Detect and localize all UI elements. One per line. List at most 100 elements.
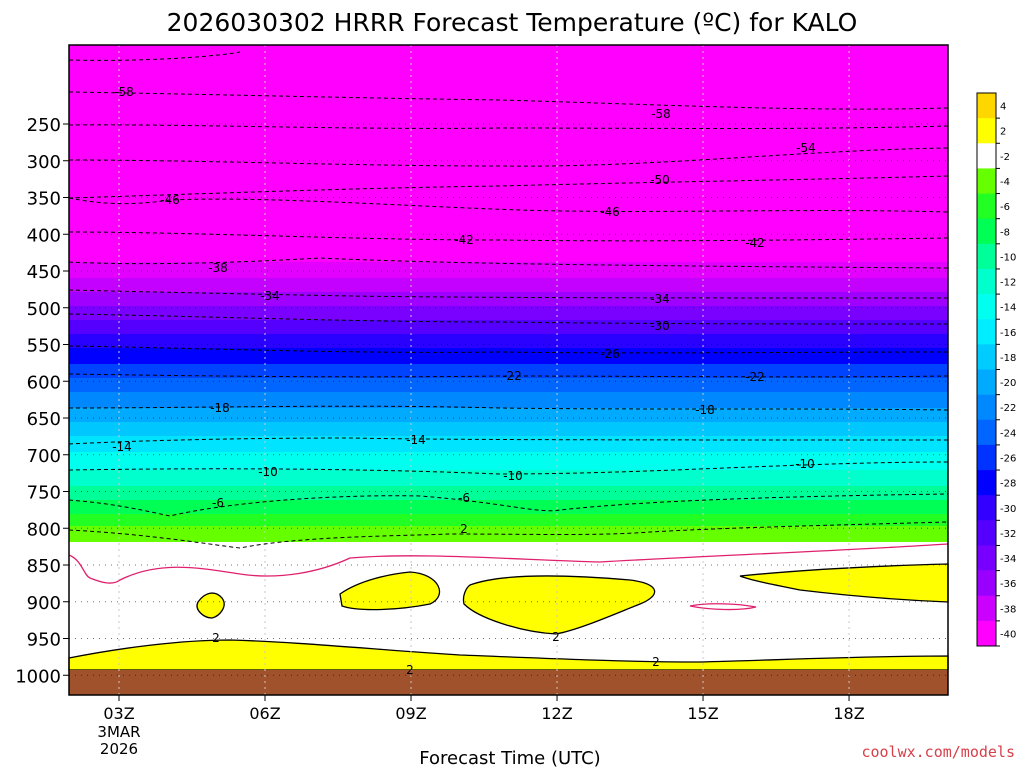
contour-label: -18 — [695, 403, 715, 417]
colorbar-label: -22 — [1000, 403, 1016, 414]
x-tick-label: 18Z — [833, 704, 864, 723]
chart-title: 2026030302 HRRR Forecast Temperature (ºC… — [167, 8, 858, 37]
isotherm-line — [68, 147, 949, 167]
y-tick-label: 850 — [27, 556, 61, 577]
temp-band — [69, 422, 948, 436]
contour-label: -22 — [502, 369, 522, 383]
temp-band — [69, 436, 948, 452]
temp-band — [69, 45, 948, 262]
contour-label: -46 — [160, 193, 180, 207]
colorbar-label: -18 — [1000, 353, 1016, 364]
temp-band — [69, 306, 948, 320]
temp-band — [69, 408, 948, 422]
x-tick-label: 12Z — [541, 704, 572, 723]
colorbar-label: -36 — [1000, 579, 1016, 590]
above-freezing-region — [339, 571, 441, 611]
y-tick-label: 550 — [27, 336, 61, 357]
colorbar-label: -28 — [1000, 479, 1016, 490]
x-tick-label: 03Z — [103, 704, 134, 723]
contour-label: -22 — [745, 370, 765, 384]
temp-band — [69, 514, 948, 526]
y-tick-label: 650 — [27, 409, 61, 430]
y-tick-label: 800 — [27, 519, 61, 540]
contour-label: -30 — [650, 319, 670, 333]
x-tick-sublabel: 2026 — [100, 740, 138, 758]
temp-band — [69, 500, 948, 514]
colorbar-label: -14 — [1000, 303, 1016, 314]
colorbar-swatch — [977, 620, 996, 647]
colorbar-label: -10 — [1000, 252, 1016, 263]
freezing-line — [68, 543, 949, 584]
isotherm-line — [68, 405, 949, 411]
x-axis-label: Forecast Time (UTC) — [419, 748, 600, 768]
y-axis: 250 300 350 400 450 500 550 600 650 700 750 800 850 9… — [15, 115, 69, 687]
colorbar-label: 2 — [1000, 127, 1006, 138]
y-tick-label: 900 — [27, 593, 61, 614]
colorbar-swatch — [977, 218, 996, 245]
colorbar-swatch — [977, 193, 996, 219]
colorbar-label: -40 — [1000, 629, 1016, 640]
contour-label: -26 — [600, 347, 620, 361]
contour-label: 2 — [406, 663, 414, 677]
isotherm-line — [68, 521, 949, 549]
colorbar-swatch — [977, 570, 996, 597]
contour-label: 2 — [552, 630, 560, 644]
colorbar: 4 2 -2 -4 -6 -8 -10 -12 -14 -16 -18 -20 -22 -24 -26 -28… — [976, 92, 1016, 647]
contour-label: -18 — [210, 401, 230, 415]
y-tick-label: 1000 — [15, 666, 61, 687]
colorbar-label: 4 — [1000, 102, 1006, 113]
y-tick-label: 400 — [27, 225, 61, 246]
colorbar-label: -34 — [1000, 554, 1016, 565]
colorbar-label: -32 — [1000, 529, 1016, 540]
colorbar-label: -2 — [1000, 152, 1010, 163]
colorbar-swatch — [977, 118, 996, 144]
below-ground-layer — [69, 670, 948, 695]
contour-label: -38 — [208, 261, 228, 275]
colorbar-label: -16 — [1000, 328, 1016, 339]
contour-label: -58 — [651, 107, 671, 121]
contour-label: 2 — [212, 631, 220, 645]
y-tick-label: 300 — [27, 152, 61, 173]
colorbar-swatch — [977, 93, 996, 119]
grid-lines — [69, 45, 948, 695]
colorbar-swatch — [977, 595, 996, 622]
contour-label: -42 — [454, 233, 474, 247]
x-tick-label: 09Z — [395, 704, 426, 723]
contour-label: 2 — [652, 655, 660, 669]
temp-band — [69, 486, 948, 500]
x-tick-label: 06Z — [249, 704, 280, 723]
isotherm-line — [68, 197, 949, 213]
temp-band — [69, 452, 948, 470]
isotherm-line — [68, 51, 241, 61]
colorbar-label: -26 — [1000, 453, 1016, 464]
credit-link[interactable]: coolwx.com/models — [861, 743, 1015, 761]
isotherm-line — [68, 345, 949, 354]
temp-band — [69, 320, 948, 334]
y-tick-label: 250 — [27, 115, 61, 136]
contour-label: -58 — [114, 85, 134, 99]
colorbar-label: -4 — [1000, 177, 1010, 188]
temp-band — [69, 334, 948, 348]
y-tick-label: 450 — [27, 262, 61, 283]
temp-band — [69, 292, 948, 306]
contour-label: -10 — [503, 469, 523, 483]
contour-labels: -58 -58 -54 -50 -46 -46 -42 -42 -38 -34 -34 -30 -26 -… — [112, 85, 816, 677]
colorbar-label: -24 — [1000, 428, 1016, 439]
x-tick-sublabel: 3MAR — [97, 723, 140, 741]
colorbar-swatch — [977, 319, 996, 345]
contour-label: -34 — [650, 292, 670, 306]
colorbar-swatch — [977, 143, 996, 169]
colorbar-swatch — [977, 470, 996, 496]
colorbar-swatch — [977, 243, 996, 270]
freezing-line — [689, 603, 757, 611]
colorbar-swatch — [977, 168, 996, 194]
contour-label: -34 — [260, 289, 280, 303]
isotherm-line — [68, 313, 949, 325]
contour-label: -42 — [745, 236, 765, 250]
y-tick-label: 600 — [27, 372, 61, 393]
colorbar-swatch — [977, 394, 996, 421]
colorbar-swatch — [977, 419, 996, 446]
colorbar-label: -12 — [1000, 278, 1016, 289]
colorbar-label: -6 — [1000, 202, 1010, 213]
